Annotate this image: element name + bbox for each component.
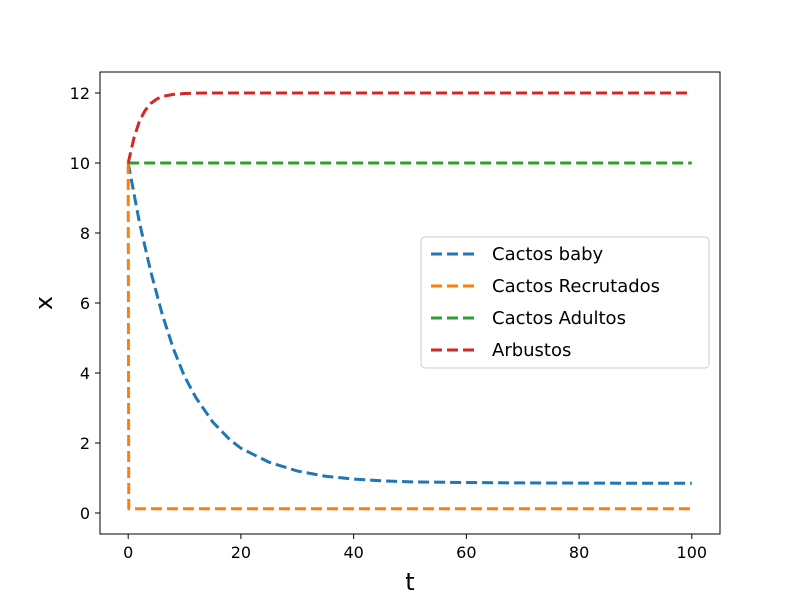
series-line-1 bbox=[126, 162, 692, 511]
x-axis-label: t bbox=[405, 568, 414, 596]
legend-box bbox=[420, 236, 710, 369]
x-tick-label: 40 bbox=[343, 543, 363, 562]
x-tick-label: 100 bbox=[677, 543, 708, 562]
series-line-3 bbox=[126, 91, 692, 164]
y-tick-label: 8 bbox=[80, 224, 90, 243]
legend-label: Cactos baby bbox=[492, 244, 604, 265]
legend: Cactos baby Cactos Recrutados Cactos Adult… bbox=[420, 236, 710, 369]
y-tick-label: 4 bbox=[80, 364, 90, 383]
y-tick-label: 10 bbox=[70, 154, 90, 173]
x-tick-label: 80 bbox=[569, 543, 589, 562]
x-axis: 0 20 40 60 80 100 bbox=[123, 534, 707, 562]
legend-label: Cactos Recrutados bbox=[492, 276, 660, 297]
y-axis: 0 2 4 6 8 10 12 bbox=[70, 84, 100, 523]
x-tick-label: 20 bbox=[231, 543, 251, 562]
x-tick-label: 0 bbox=[123, 543, 133, 562]
y-tick-label: 12 bbox=[70, 84, 90, 103]
y-tick-label: 2 bbox=[80, 434, 90, 453]
y-tick-label: 6 bbox=[80, 294, 90, 313]
x-tick-label: 60 bbox=[456, 543, 476, 562]
y-axis-label: x bbox=[30, 296, 58, 310]
y-tick-label: 0 bbox=[80, 504, 90, 523]
series-line-0 bbox=[126, 162, 692, 485]
legend-label: Arbustos bbox=[492, 340, 571, 361]
legend-label: Cactos Adultos bbox=[492, 308, 626, 329]
plot-lines bbox=[126, 91, 692, 511]
